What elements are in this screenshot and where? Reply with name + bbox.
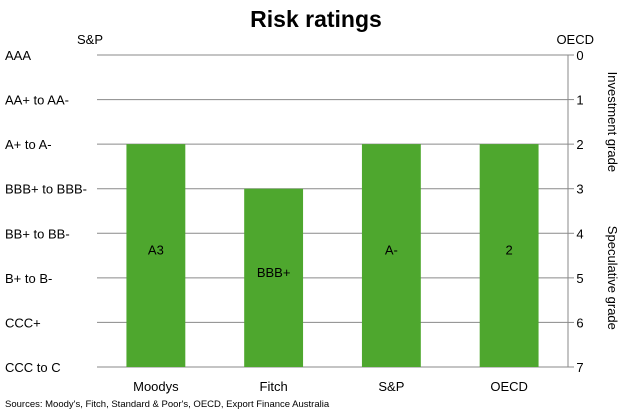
right-axis-ticks: 0 1 2 3 4 5 6 7 [576, 48, 583, 375]
right-axis-title: OECD [556, 32, 594, 47]
left-tick-label: BB+ to BB- [5, 226, 70, 241]
right-tick-label: 2 [576, 137, 583, 152]
bars [126, 144, 539, 367]
bar-data-label: 2 [506, 243, 513, 258]
category-label: Moodys [133, 379, 179, 394]
bar-data-label: BBB+ [257, 265, 291, 280]
grade-band-labels: Investment grade Speculative grade [605, 72, 620, 330]
right-tick-label: 7 [576, 360, 583, 375]
right-tick-label: 6 [576, 315, 583, 330]
bar [244, 188, 304, 367]
left-tick-label: CCC to C [5, 360, 61, 375]
right-tick-label: 3 [576, 182, 583, 197]
category-label: S&P [378, 379, 404, 394]
bar-data-label: A3 [148, 243, 164, 258]
left-tick-label: AA+ to AA- [5, 93, 69, 108]
left-tick-label: CCC+ [5, 315, 41, 330]
left-tick-label: BBB+ to BBB- [5, 182, 87, 197]
right-tick-label: 1 [576, 93, 583, 108]
left-tick-label: B+ to B- [5, 271, 52, 286]
bar-data-label: A- [385, 243, 398, 258]
grade-band-label: Investment grade [605, 72, 620, 172]
bar [126, 144, 186, 367]
chart-title: Risk ratings [250, 6, 382, 32]
bar [479, 144, 539, 367]
bar-data-labels: A3 BBB+ A- 2 [148, 243, 513, 280]
left-axis-title: S&P [77, 32, 103, 47]
right-tick-label: 4 [576, 226, 583, 241]
category-label: Fitch [260, 379, 288, 394]
left-axis-ticks: AAA AA+ to AA- A+ to A- BBB+ to BBB- BB+ to … [5, 48, 87, 375]
left-tick-label: AAA [5, 48, 31, 63]
source-note: Sources: Moody's, Fitch, Standard & Poor… [5, 399, 330, 410]
left-tick-label: A+ to A- [5, 137, 52, 152]
bar [361, 144, 421, 367]
category-label: OECD [490, 379, 528, 394]
right-tick-label: 5 [576, 271, 583, 286]
grade-band-label: Speculative grade [605, 226, 620, 330]
right-tick-label: 0 [576, 48, 583, 63]
category-labels: Moodys Fitch S&P OECD [133, 379, 528, 394]
